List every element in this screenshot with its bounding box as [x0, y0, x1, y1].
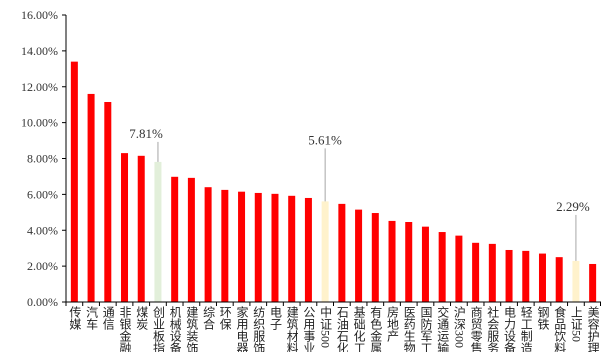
bar-26 — [488, 243, 496, 302]
bar-2 — [87, 93, 95, 303]
bar-5 — [137, 155, 145, 302]
bar-29 — [538, 253, 546, 302]
y-tick-label: 12.00% — [21, 80, 58, 94]
y-tick-label: 8.00% — [27, 152, 58, 166]
axes-group: 0.00% 2.00% 4.00% 6.00% 8.00% 10.00% 12.00% 14.… — [21, 8, 601, 309]
bar-30 — [555, 257, 563, 302]
data-label: 7.81% — [129, 126, 163, 141]
bar-1 — [70, 61, 78, 302]
bar-32 — [589, 263, 597, 302]
bar-4 — [121, 153, 129, 302]
y-tick-label: 6.00% — [27, 187, 58, 201]
bar-28 — [522, 250, 530, 302]
bar-31 — [572, 260, 580, 302]
bar-25 — [472, 242, 480, 302]
bar-24 — [455, 235, 463, 302]
bars-group — [70, 61, 597, 303]
y-tick-label: 16.00% — [21, 8, 58, 22]
data-label: 5.61% — [308, 132, 342, 147]
bar-10 — [221, 189, 229, 302]
bar-17 — [338, 203, 346, 302]
bar-8 — [187, 177, 195, 302]
bar-14 — [288, 195, 296, 302]
bar-13 — [271, 193, 279, 302]
bar-27 — [505, 249, 513, 302]
y-tick-label: 14.00% — [21, 44, 58, 58]
bar-22 — [421, 226, 429, 302]
bar-21 — [405, 222, 413, 302]
bar-15 — [304, 197, 312, 302]
bar-19 — [371, 213, 379, 302]
annotations-group: 7.81% 5.61% 2.29% — [129, 126, 590, 261]
y-tick-label: 0.00% — [27, 295, 58, 309]
bar-11 — [238, 191, 246, 302]
bar-3 — [104, 102, 112, 302]
y-tick-label: 2.00% — [27, 259, 58, 273]
bar-23 — [438, 232, 446, 302]
data-label: 2.29% — [556, 199, 590, 214]
bar-6 — [154, 161, 162, 302]
bar-12 — [254, 192, 262, 302]
bar-9 — [204, 187, 212, 302]
y-tick-label: 10.00% — [21, 116, 58, 130]
bar-20 — [388, 220, 396, 302]
bar-7 — [171, 176, 179, 302]
y-tick-label: 4.00% — [27, 223, 58, 237]
bar-16 — [321, 201, 329, 302]
bar-18 — [355, 209, 363, 302]
